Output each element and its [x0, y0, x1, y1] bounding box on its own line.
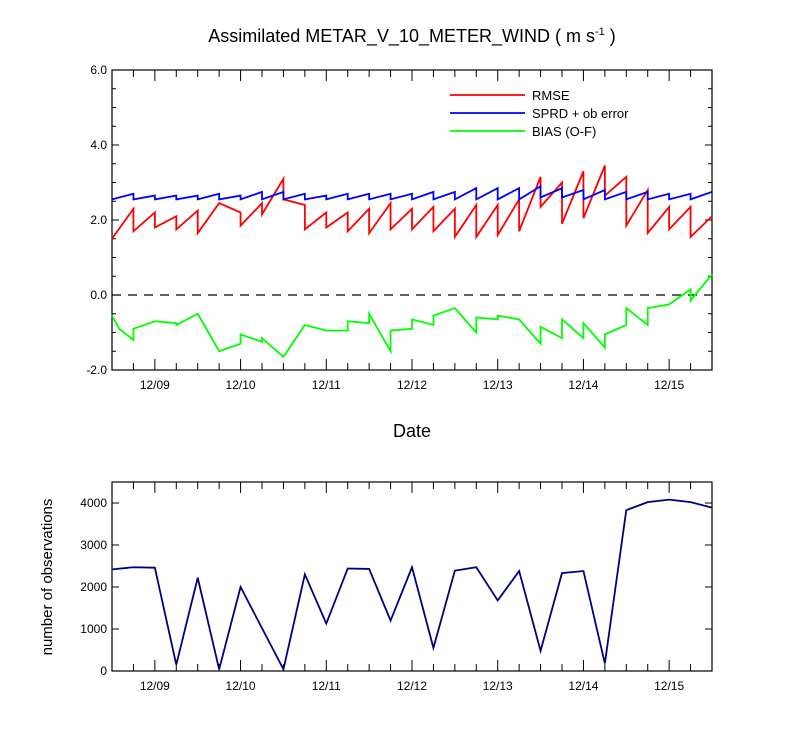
y-tick-label: 1000 — [80, 622, 107, 636]
x-tick-label: 12/14 — [568, 679, 598, 693]
legend: RMSE SPRD + ob error BIAS (O-F) — [450, 88, 629, 139]
x-tick-label: 12/11 — [312, 679, 341, 693]
series-bias-o-f-line — [111, 273, 713, 359]
x-tick-label: 12/14 — [568, 378, 598, 392]
series-rmse-line — [111, 165, 713, 240]
x-tick-label: 12/09 — [140, 378, 170, 392]
x-tick-label: 12/15 — [654, 679, 684, 693]
y-tick-label: 4000 — [80, 496, 107, 510]
y-tick-label: 0.0 — [90, 288, 107, 302]
bottom-x-axis: 12/09 12/10 12/11 12/12 12/13 12/14 12/15 — [111, 482, 713, 693]
bottom-plot-frame — [111, 481, 713, 672]
chart-title-main: Assimilated METAR_V_10_METER_WIND ( m s — [208, 26, 595, 47]
x-tick-label: 12/11 — [312, 378, 341, 392]
series-sprd-ob-error-line — [111, 184, 713, 201]
bottom-y-axis: 0 1000 2000 3000 4000 — [80, 496, 712, 678]
top-chart: Assimilated METAR_V_10_METER_WIND ( m s-… — [86, 26, 713, 441]
y-tick-label: 3000 — [80, 538, 107, 552]
y-tick-label: 2.0 — [90, 213, 107, 227]
legend-sprd-label: SPRD + ob error — [532, 106, 629, 121]
top-x-axis: 12/09 12/10 12/11 12/12 12/13 12/14 12/15 — [111, 70, 713, 392]
chart-title: Assimilated METAR_V_10_METER_WIND ( m s-… — [208, 26, 616, 47]
legend-rmse-label: RMSE — [532, 88, 570, 103]
top-series-group — [111, 165, 713, 359]
series-number-of-observations-line — [111, 498, 713, 672]
x-tick-label: 12/13 — [483, 378, 513, 392]
x-tick-label: 12/13 — [483, 679, 513, 693]
x-axis-label-date: Date — [393, 421, 431, 441]
x-tick-label: 12/09 — [140, 679, 170, 693]
y-tick-label: 6.0 — [90, 63, 107, 77]
y-axis-label-observations: number of observations — [39, 499, 56, 656]
y-tick-label: 2000 — [80, 580, 107, 594]
x-tick-label: 12/10 — [226, 679, 256, 693]
x-tick-label: 12/12 — [397, 378, 427, 392]
chart-title-superscript: -1 — [595, 26, 605, 38]
x-tick-label: 12/10 — [226, 378, 256, 392]
bottom-series-group — [111, 498, 713, 672]
y-tick-label: 4.0 — [90, 138, 107, 152]
x-tick-label: 12/15 — [654, 378, 684, 392]
y-tick-label: -2.0 — [86, 363, 107, 377]
y-tick-label: 0 — [100, 664, 107, 678]
x-tick-label: 12/12 — [397, 679, 427, 693]
chart-title-end: ) — [605, 26, 616, 46]
legend-bias-label: BIAS (O-F) — [532, 124, 596, 139]
